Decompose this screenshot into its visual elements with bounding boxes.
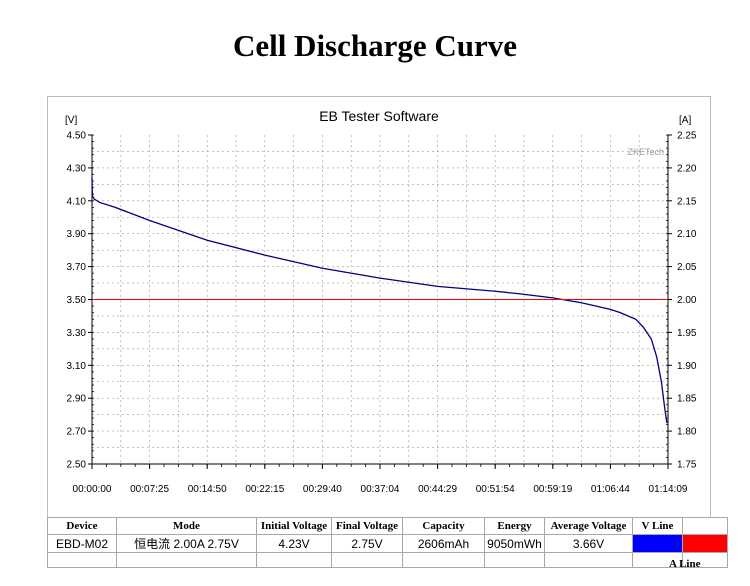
left-tick-label: 4.30 bbox=[67, 163, 87, 174]
header-energy: Energy bbox=[484, 517, 545, 535]
x-tick-label: 00:37:04 bbox=[361, 484, 400, 495]
header-capacity: Capacity bbox=[402, 517, 485, 535]
right-tick-label: 2.25 bbox=[677, 131, 697, 142]
chart-panel: EB Tester Software [V] [A] 4.50 4.30 4.10 3.90… bbox=[47, 96, 711, 518]
x-tick-label: 00:14:50 bbox=[188, 484, 227, 495]
x-tick-label: 00:22:15 bbox=[245, 484, 284, 495]
header-device: Device bbox=[47, 517, 117, 535]
right-tick-label: 2.15 bbox=[677, 196, 697, 207]
header-v-line: V Line bbox=[632, 517, 683, 535]
blank-cell bbox=[256, 552, 332, 568]
header-mode: Mode bbox=[116, 517, 257, 535]
value-mode: 恒电流 2.00A 2.75V bbox=[116, 534, 257, 553]
right-tick-label: 2.10 bbox=[677, 229, 697, 240]
x-tick-label: 00:59:19 bbox=[533, 484, 572, 495]
header-final-voltage: Final Voltage bbox=[331, 517, 403, 535]
right-tick-label: 2.05 bbox=[677, 262, 697, 273]
left-tick-label: 4.10 bbox=[67, 196, 87, 207]
blank-cell bbox=[402, 552, 485, 568]
blank-cell bbox=[484, 552, 545, 568]
header-initial-voltage: Initial Voltage bbox=[256, 517, 332, 535]
right-tick-label: 1.75 bbox=[677, 460, 697, 471]
right-tick-label: 2.00 bbox=[677, 295, 697, 306]
watermark-label: ZKETech bbox=[627, 147, 664, 157]
a-line-swatch[interactable] bbox=[682, 534, 728, 553]
blank-cell bbox=[682, 552, 728, 568]
value-average-voltage: 3.66V bbox=[544, 534, 633, 553]
left-tick-label: 2.50 bbox=[67, 460, 87, 471]
x-tick-label: 01:06:44 bbox=[591, 484, 630, 495]
header-average-voltage: Average Voltage bbox=[544, 517, 633, 535]
right-tick-label: 1.85 bbox=[677, 394, 697, 405]
value-energy: 9050mWh bbox=[484, 534, 545, 553]
right-tick-label: 1.80 bbox=[677, 427, 697, 438]
blank-cell bbox=[47, 552, 117, 568]
header-blank bbox=[682, 517, 728, 535]
left-tick-label: 3.70 bbox=[67, 262, 87, 273]
x-tick-label: 00:44:29 bbox=[418, 484, 457, 495]
left-tick-label: 3.30 bbox=[67, 328, 87, 339]
right-tick-label: 1.95 bbox=[677, 328, 697, 339]
left-tick-label: 3.50 bbox=[67, 295, 87, 306]
left-unit-label: [V] bbox=[65, 115, 77, 126]
right-tick-label: 2.20 bbox=[677, 163, 697, 174]
value-initial-voltage: 4.23V bbox=[256, 534, 332, 553]
x-tick-label: 01:14:09 bbox=[649, 484, 688, 495]
left-tick-label: 2.90 bbox=[67, 394, 87, 405]
value-device: EBD-M02 bbox=[47, 534, 117, 553]
right-tick-label: 1.90 bbox=[677, 361, 697, 372]
x-tick-label: 00:00:00 bbox=[73, 484, 112, 495]
x-tick-label: 00:07:25 bbox=[130, 484, 169, 495]
chart-title: EB Tester Software bbox=[319, 108, 439, 124]
left-tick-label: 2.70 bbox=[67, 427, 87, 438]
x-tick-label: 00:51:54 bbox=[476, 484, 515, 495]
value-capacity: 2606mAh bbox=[402, 534, 485, 553]
right-unit-label: [A] bbox=[679, 115, 691, 126]
blank-cell bbox=[544, 552, 633, 568]
blank-cell bbox=[116, 552, 257, 568]
page-title: Cell Discharge Curve bbox=[232, 28, 518, 63]
value-final-voltage: 2.75V bbox=[331, 534, 403, 553]
x-tick-label: 00:29:40 bbox=[303, 484, 342, 495]
left-tick-label: 3.10 bbox=[67, 361, 87, 372]
left-tick-label: 3.90 bbox=[67, 229, 87, 240]
summary-table: Device Mode Initial Voltage Final Voltag… bbox=[47, 517, 728, 568]
blank-cell bbox=[331, 552, 403, 568]
a-line-label: A Line bbox=[669, 558, 701, 570]
left-tick-label: 4.50 bbox=[67, 131, 87, 142]
discharge-chart: EB Tester Software [V] [A] 4.50 4.30 4.10 3.90… bbox=[65, 108, 697, 495]
v-line-swatch[interactable] bbox=[632, 534, 683, 553]
voltage-series-line bbox=[91, 177, 668, 423]
